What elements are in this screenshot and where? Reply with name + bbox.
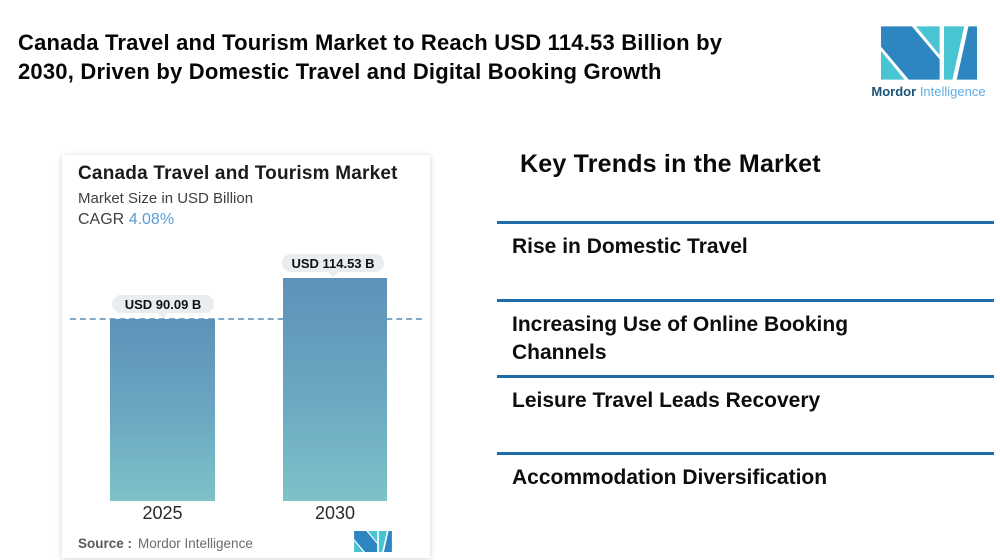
trend-label: Increasing Use of Online Booking Channel… [512,313,849,364]
brand-name-bold: Mordor [871,84,917,99]
trend-label: Leisure Travel Leads Recovery [512,389,821,412]
chart-title: Canada Travel and Tourism Market [78,163,398,184]
source-value: Mordor Intelligence [138,536,253,551]
page-title-line2: 2030, Driven by Domestic Travel and Digi… [18,59,662,84]
bar-2030 [283,278,387,501]
page-title-line1: Canada Travel and Tourism Market to Reac… [18,30,723,55]
trend-item-rise-in-domestic-travel: Rise in Domestic Travel [497,221,994,299]
mordor-monogram-mini-icon [354,531,392,552]
source-row: Source : Mordor Intelligence [78,536,253,551]
mordor-monogram-icon [880,26,977,80]
brand-name-light: Intelligence [919,84,986,99]
market-chart-card: Canada Travel and Tourism Market Market … [62,155,430,558]
chart-subtitle: Market Size in USD Billion [78,190,254,207]
trend-label: Accommodation Diversification [512,466,828,489]
chart-cagr: CAGR 4.08% [78,211,174,229]
trend-item-accommodation-diversification: Accommodation Diversification [497,452,994,530]
mordor-intelligence-logo: Mordor Intelligence [865,0,992,122]
trends-heading: Key Trends in the Market [520,150,821,178]
x-axis-label-2030: 2030 [314,503,356,523]
bar-value-label-2025: USD 90.09 B [112,295,214,318]
cagr-label: CAGR [78,211,125,228]
trend-label: Rise in Domestic Travel [512,235,748,258]
mordor-wordmark: Mordor Intelligence [871,84,985,99]
reference-dashed-line [70,318,422,320]
trend-item-online-booking-channels: Increasing Use of Online Booking Channel… [497,299,994,375]
cagr-value: 4.08% [128,211,175,228]
page-title: Canada Travel and Tourism Market to Reac… [18,28,858,86]
bar-2025 [110,319,215,501]
trend-item-leisure-travel-recovery: Leisure Travel Leads Recovery [497,375,994,452]
bar-value-label-2030: USD 114.53 B [282,254,384,277]
x-axis-label-2025: 2025 [142,503,183,523]
source-label: Source : [78,536,133,551]
